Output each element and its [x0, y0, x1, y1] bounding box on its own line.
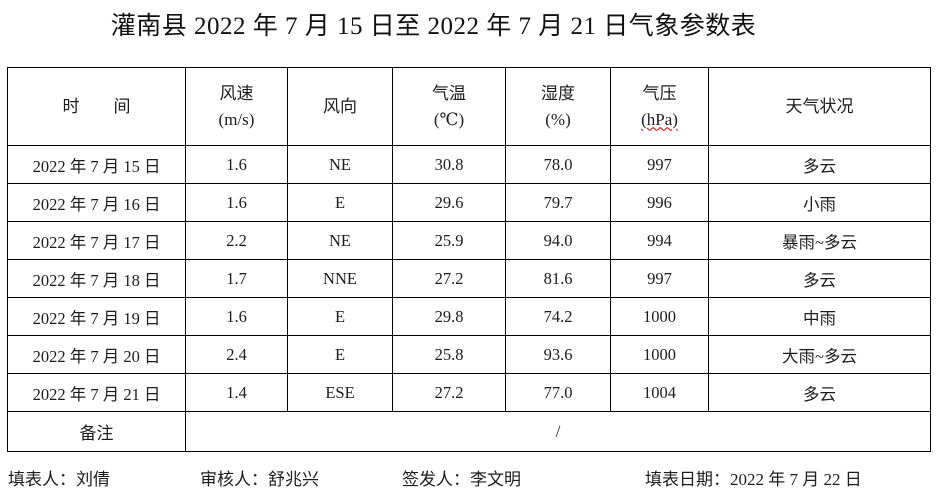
- weather-table: 时 间 风速 (m/s) 风向 气温 (℃) 湿度 (%): [7, 67, 931, 452]
- remark-section: 备注 /: [7, 411, 931, 452]
- header-unit: (℃): [433, 109, 465, 129]
- table-cell: 94.0: [505, 221, 611, 260]
- table-cell: NE: [287, 145, 393, 184]
- table-body: 2022 年 7 月 15 日 1.6 NE 30.8 78.0 997 多云 2022 年 …: [7, 145, 931, 412]
- reviewer-signature: 审核人：舒兆兴: [200, 465, 319, 490]
- table-cell: 1.7: [185, 259, 288, 298]
- table-cell: 2022 年 7 月 20 日: [7, 335, 186, 374]
- issuer-name: 李文明: [470, 470, 521, 489]
- table-header: 时 间 风速 (m/s) 风向 气温 (℃) 湿度 (%): [7, 67, 931, 146]
- table-cell: 29.8: [392, 297, 506, 336]
- table-cell: 大雨~多云: [708, 335, 931, 374]
- table-cell: 2.2: [185, 221, 288, 260]
- preparer-name: 刘倩: [76, 470, 110, 489]
- table-cell: 1004: [610, 373, 709, 412]
- document-page: 灌南县 2022 年 7 月 15 日至 2022 年 7 月 21 日气象参数…: [0, 6, 937, 497]
- table-cell: 2022 年 7 月 19 日: [7, 297, 186, 336]
- reviewer-label: 审核人：: [200, 470, 268, 489]
- preparer-signature: 填表人：刘倩: [8, 465, 110, 490]
- header-label: 风向: [323, 96, 357, 116]
- table-row: 2022 年 7 月 15 日 1.6 NE 30.8 78.0 997 多云: [7, 145, 931, 184]
- table-cell: 25.8: [392, 335, 506, 374]
- table-cell: 996: [610, 183, 709, 222]
- table-cell: 多云: [708, 373, 931, 412]
- preparer-label: 填表人：: [8, 470, 76, 489]
- header-unit: (m/s): [218, 109, 255, 129]
- table-cell: 25.9: [392, 221, 506, 260]
- header-label: 湿度: [541, 84, 575, 103]
- remark-row: 备注 /: [7, 411, 931, 452]
- table-cell: 78.0: [505, 145, 611, 184]
- table-cell: 2022 年 7 月 15 日: [7, 145, 186, 184]
- header-label: 时 间: [62, 96, 131, 116]
- table-cell: 2022 年 7 月 17 日: [7, 221, 186, 260]
- reviewer-name: 舒兆兴: [268, 470, 319, 489]
- table-cell: E: [287, 335, 393, 374]
- table-cell: 79.7: [505, 183, 611, 222]
- table-cell: 2022 年 7 月 16 日: [7, 183, 186, 222]
- spellcheck-underline: (hPa): [641, 109, 678, 129]
- header-label: 风速: [219, 84, 254, 103]
- header-label: 气压: [642, 84, 677, 103]
- table-row: 2022 年 7 月 21 日 1.4 ESE 27.2 77.0 1004 多云: [7, 373, 931, 412]
- table-cell: 93.6: [505, 335, 611, 374]
- table-cell: 2022 年 7 月 21 日: [7, 373, 186, 412]
- table-cell: 暴雨~多云: [708, 221, 931, 260]
- fill-date-label: 填表日期：: [645, 470, 730, 489]
- header-label: 天气状况: [785, 96, 854, 116]
- table-cell: 1.4: [185, 373, 288, 412]
- table-cell: 77.0: [505, 373, 611, 412]
- table-cell: 27.2: [392, 259, 506, 298]
- col-header-temperature: 气温 (℃): [392, 67, 506, 146]
- header-label: 气温: [432, 84, 466, 103]
- col-header-time: 时 间: [7, 67, 186, 146]
- fill-date: 填表日期：2022 年 7 月 22 日: [645, 465, 862, 490]
- table-cell: E: [287, 183, 393, 222]
- col-header-weather: 天气状况: [708, 67, 931, 146]
- table-cell: 27.2: [392, 373, 506, 412]
- table-cell: 中雨: [708, 297, 931, 336]
- table-cell: 74.2: [505, 297, 611, 336]
- table-cell: 1000: [610, 335, 709, 374]
- header-unit: (%): [545, 109, 571, 129]
- table-row: 2022 年 7 月 19 日 1.6 E 29.8 74.2 1000 中雨: [7, 297, 931, 336]
- table-cell: 小雨: [708, 183, 931, 222]
- table-cell: E: [287, 297, 393, 336]
- table-row: 2022 年 7 月 18 日 1.7 NNE 27.2 81.6 997 多云: [7, 259, 931, 298]
- header-unit: (hPa): [613, 107, 706, 133]
- table-cell: NE: [287, 221, 393, 260]
- col-header-pressure: 气压 (hPa): [610, 67, 709, 146]
- table-cell: 多云: [708, 259, 931, 298]
- col-header-wind-speed: 风速 (m/s): [185, 67, 288, 146]
- table-cell: 1.6: [185, 145, 288, 184]
- table-cell: 1.6: [185, 183, 288, 222]
- table-cell: 1000: [610, 297, 709, 336]
- col-header-wind-direction: 风向: [287, 67, 393, 146]
- table-cell: 多云: [708, 145, 931, 184]
- table-cell: 997: [610, 145, 709, 184]
- table-cell: 994: [610, 221, 709, 260]
- table-cell: 30.8: [392, 145, 506, 184]
- signature-footer: 填表人：刘倩 审核人：舒兆兴 签发人：李文明 填表日期：2022 年 7 月 2…: [0, 465, 937, 497]
- fill-date-value: 2022 年 7 月 22 日: [730, 470, 862, 489]
- table-row: 2022 年 7 月 20 日 2.4 E 25.8 93.6 1000 大雨~多云: [7, 335, 931, 374]
- table-cell: 81.6: [505, 259, 611, 298]
- document-title: 灌南县 2022 年 7 月 15 日至 2022 年 7 月 21 日气象参数…: [110, 13, 757, 40]
- table-cell: 997: [610, 259, 709, 298]
- col-header-humidity: 湿度 (%): [505, 67, 611, 146]
- issuer-label: 签发人：: [402, 470, 470, 489]
- remark-value-cell: /: [185, 411, 931, 452]
- remark-label-cell: 备注: [7, 411, 186, 452]
- table-row: 2022 年 7 月 16 日 1.6 E 29.6 79.7 996 小雨: [7, 183, 931, 222]
- table-cell: 29.6: [392, 183, 506, 222]
- issuer-signature: 签发人：李文明: [402, 465, 521, 490]
- table-cell: NNE: [287, 259, 393, 298]
- table-cell: 1.6: [185, 297, 288, 336]
- header-row: 时 间 风速 (m/s) 风向 气温 (℃) 湿度 (%): [7, 67, 931, 146]
- table-cell: ESE: [287, 373, 393, 412]
- table-cell: 2022 年 7 月 18 日: [7, 259, 186, 298]
- table-row: 2022 年 7 月 17 日 2.2 NE 25.9 94.0 994 暴雨~多云: [7, 221, 931, 260]
- table-cell: 2.4: [185, 335, 288, 374]
